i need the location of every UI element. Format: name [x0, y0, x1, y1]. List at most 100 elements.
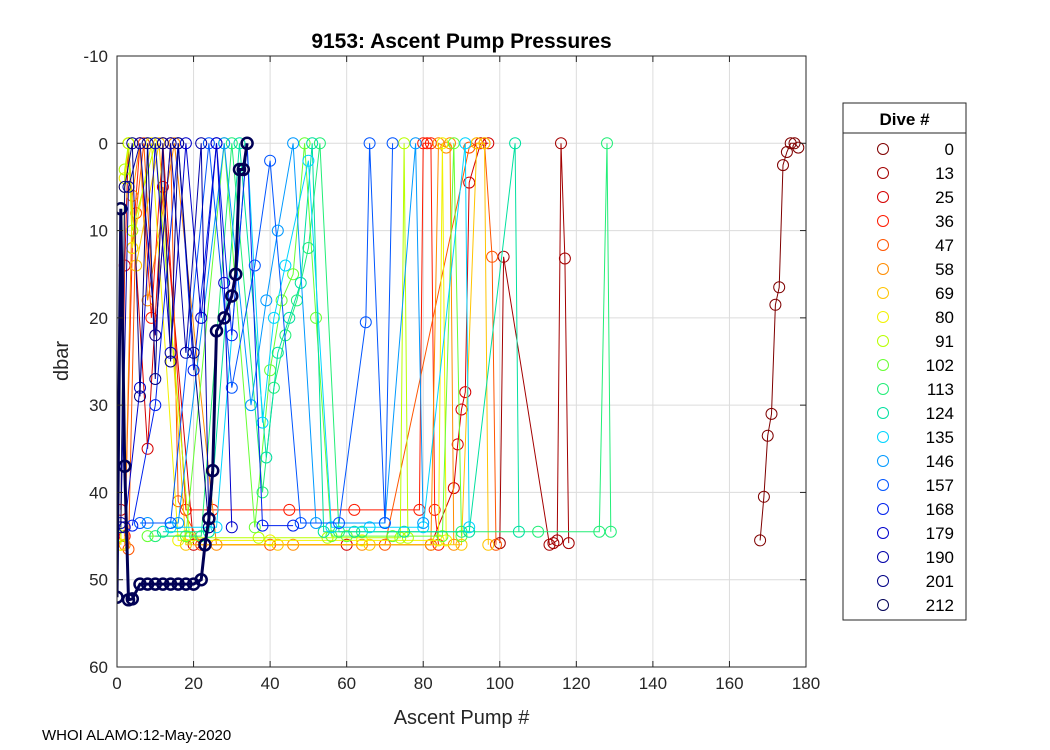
data-point-dive-124	[260, 451, 273, 464]
data-point-dive-124	[509, 137, 522, 150]
plot-frame	[116, 55, 807, 668]
legend-marker-113	[877, 383, 889, 395]
legend-label-25: 25	[935, 188, 954, 207]
data-point-dive-135	[325, 521, 338, 534]
data-point-dive-179	[118, 521, 131, 534]
data-point-dive-124	[398, 525, 411, 538]
series-line-dive-179	[124, 143, 233, 528]
x-tick-label: 100	[486, 674, 514, 693]
legend-marker-146	[877, 455, 889, 467]
x-tick-label: 40	[261, 674, 280, 693]
data-point-dive-0	[757, 490, 770, 503]
data-point-dive-0	[784, 137, 797, 150]
y-tick-label: 0	[99, 134, 108, 153]
data-point-dive-157	[248, 259, 261, 272]
data-point-dive-201	[172, 137, 185, 150]
data-point-dive-157	[333, 517, 345, 529]
x-tick-label: 140	[639, 674, 667, 693]
legend-marker-179	[877, 527, 889, 539]
legend-marker-135	[877, 431, 889, 443]
legend-marker-91	[877, 335, 889, 347]
data-point-dive-91	[394, 531, 407, 544]
legend-marker-124	[877, 407, 889, 419]
legend-label-47: 47	[935, 236, 954, 255]
data-point-dive-36	[283, 503, 296, 516]
x-tick-label: 60	[337, 674, 356, 693]
data-point-dive-179	[225, 521, 238, 534]
data-point-dive-201	[149, 373, 162, 385]
legend-marker-69	[877, 287, 889, 299]
data-point-dive-0	[773, 281, 786, 294]
data-point-dive-212	[236, 162, 251, 177]
data-point-dive-212	[194, 572, 208, 587]
data-point-dive-157	[134, 517, 146, 529]
legend-marker-0	[877, 143, 889, 155]
x-tick-label: 20	[184, 674, 203, 693]
data-point-dive-168	[149, 399, 162, 412]
y-tick-label: 60	[89, 658, 108, 677]
legend-label-0: 0	[945, 140, 954, 159]
x-tick-label: 80	[414, 674, 433, 693]
data-point-dive-212	[209, 324, 224, 338]
data-point-dive-124	[233, 137, 246, 150]
data-point-dive-91	[401, 531, 414, 544]
data-point-dive-102	[340, 530, 353, 543]
data-point-dive-13	[551, 534, 564, 547]
data-point-dive-25	[156, 180, 169, 193]
data-point-dive-212	[171, 577, 185, 591]
data-point-dive-212	[228, 267, 243, 281]
data-point-dive-146	[271, 224, 284, 237]
data-point-dive-102	[386, 530, 399, 543]
data-point-dive-190	[195, 137, 208, 150]
data-point-dive-36	[417, 137, 430, 150]
data-point-dive-102	[141, 530, 154, 543]
tick-layer: 0 20 40 60 80 100 120 140 160 180 -10 0 10 20 30 40 50 60	[83, 47, 820, 693]
series-line-dive-190	[120, 143, 210, 528]
y-tick-label: 40	[89, 483, 108, 502]
legend-label-146: 146	[926, 452, 954, 471]
data-point-dive-212	[217, 311, 231, 325]
data-point-dive-135	[459, 137, 472, 150]
legend-label-157: 157	[926, 476, 954, 495]
data-point-dive-113	[313, 137, 326, 150]
data-point-dive-157	[378, 517, 391, 529]
data-point-dive-102	[436, 530, 449, 543]
data-point-dive-113	[225, 137, 238, 150]
legend-items: 0 13 25 36 47 58 69 80 91 102 113 124 135 146 157 168 17…	[877, 140, 954, 615]
data-point-dive-212	[198, 538, 212, 552]
data-point-dive-201	[187, 346, 200, 359]
legend-label-91: 91	[935, 332, 954, 351]
data-point-dive-157	[363, 137, 376, 150]
legend: Dive # 0 13 25 36 47 58 69 80 91 102 113 124 135 146 1…	[842, 102, 967, 621]
legend-marker-102	[877, 359, 889, 371]
x-tick-label: 160	[715, 674, 743, 693]
legend-title: Dive #	[879, 110, 930, 129]
data-point-dive-146	[260, 294, 273, 307]
data-point-dive-212	[140, 577, 155, 591]
y-tick-label: 20	[89, 309, 108, 328]
data-point-dive-124	[271, 346, 284, 359]
data-point-dive-124	[317, 525, 330, 538]
data-point-dive-201	[141, 137, 154, 150]
data-point-dive-113	[532, 525, 545, 538]
data-point-dive-13	[555, 137, 567, 150]
data-point-dive-146	[417, 517, 430, 529]
legend-marker-13	[877, 167, 889, 179]
data-point-dive-69	[363, 538, 376, 551]
legend-label-168: 168	[926, 500, 954, 519]
data-point-dive-157	[202, 137, 215, 150]
data-point-dive-124	[348, 525, 361, 538]
data-point-dive-157	[164, 517, 177, 529]
data-point-dive-146	[218, 137, 231, 150]
data-point-dive-168	[187, 364, 200, 377]
data-point-dive-25	[451, 438, 464, 451]
y-tick-label: 30	[89, 396, 108, 415]
legend-label-124: 124	[926, 404, 954, 423]
data-point-dive-212	[163, 577, 178, 591]
data-point-dive-201	[164, 355, 177, 368]
data-point-dive-0	[792, 141, 805, 154]
series-layer	[117, 136, 805, 607]
x-tick-label: 120	[562, 674, 590, 693]
data-point-dive-212	[148, 577, 163, 591]
data-point-dive-212	[156, 577, 170, 591]
